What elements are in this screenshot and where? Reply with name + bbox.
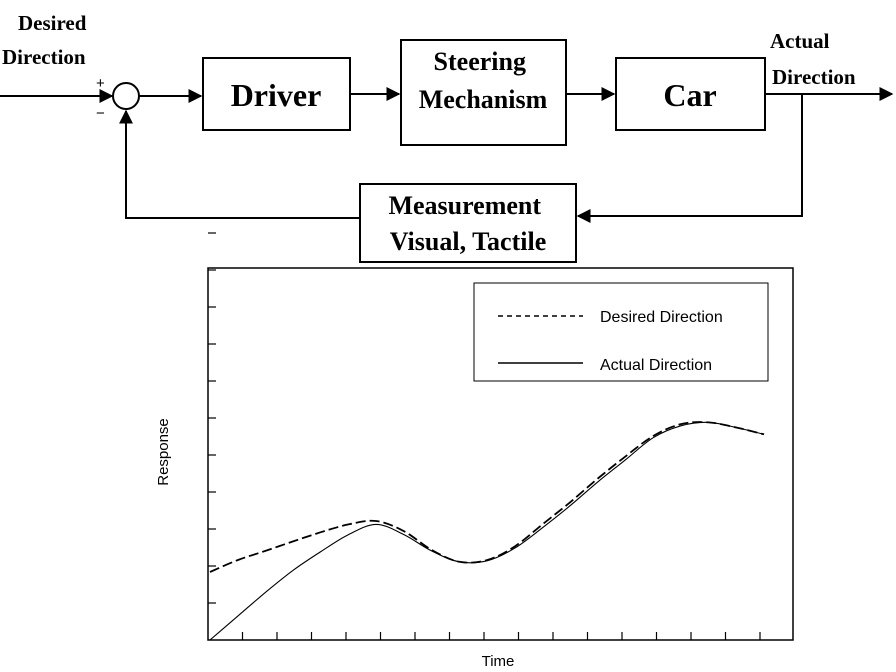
x-axis-label: Time [482, 653, 515, 670]
block-diagram: Desired Direction + − Driver Steering Me… [0, 11, 894, 263]
y-axis-label: Response [155, 418, 172, 486]
steering-mechanism-block [400, 39, 567, 146]
plus-sign: + [96, 75, 105, 92]
legend: Desired Direction Actual Direction [473, 282, 769, 382]
plot-frame [207, 267, 794, 641]
minus-sign: − [96, 105, 105, 122]
measurement-label: Measurement Visual, Tactile [388, 191, 547, 256]
feedback-to-junction-arrow [119, 109, 360, 219]
series-line-desired-direction [209, 421, 765, 573]
driver-block [202, 57, 351, 131]
feedback-to-measurement-arrow [576, 94, 803, 223]
output-label: Actual Direction [770, 29, 856, 89]
summing-junction [112, 82, 140, 110]
input-label: Desired Direction [2, 11, 92, 69]
car-block [615, 57, 766, 131]
legend-box [473, 282, 769, 382]
series-layer [209, 421, 765, 641]
steering-mechanism-label: Steering Mechanism [419, 47, 548, 114]
car-label: Car [663, 77, 716, 113]
response-chart: Response Time Desired Direction Actual D… [155, 232, 794, 670]
measurement-block [359, 183, 577, 263]
driver-label: Driver [231, 77, 322, 113]
legend-label-desired: Desired Direction [600, 309, 723, 326]
axis-ticks [208, 232, 761, 640]
series-line-actual-direction [209, 421, 765, 641]
legend-label-actual: Actual Direction [600, 357, 712, 374]
